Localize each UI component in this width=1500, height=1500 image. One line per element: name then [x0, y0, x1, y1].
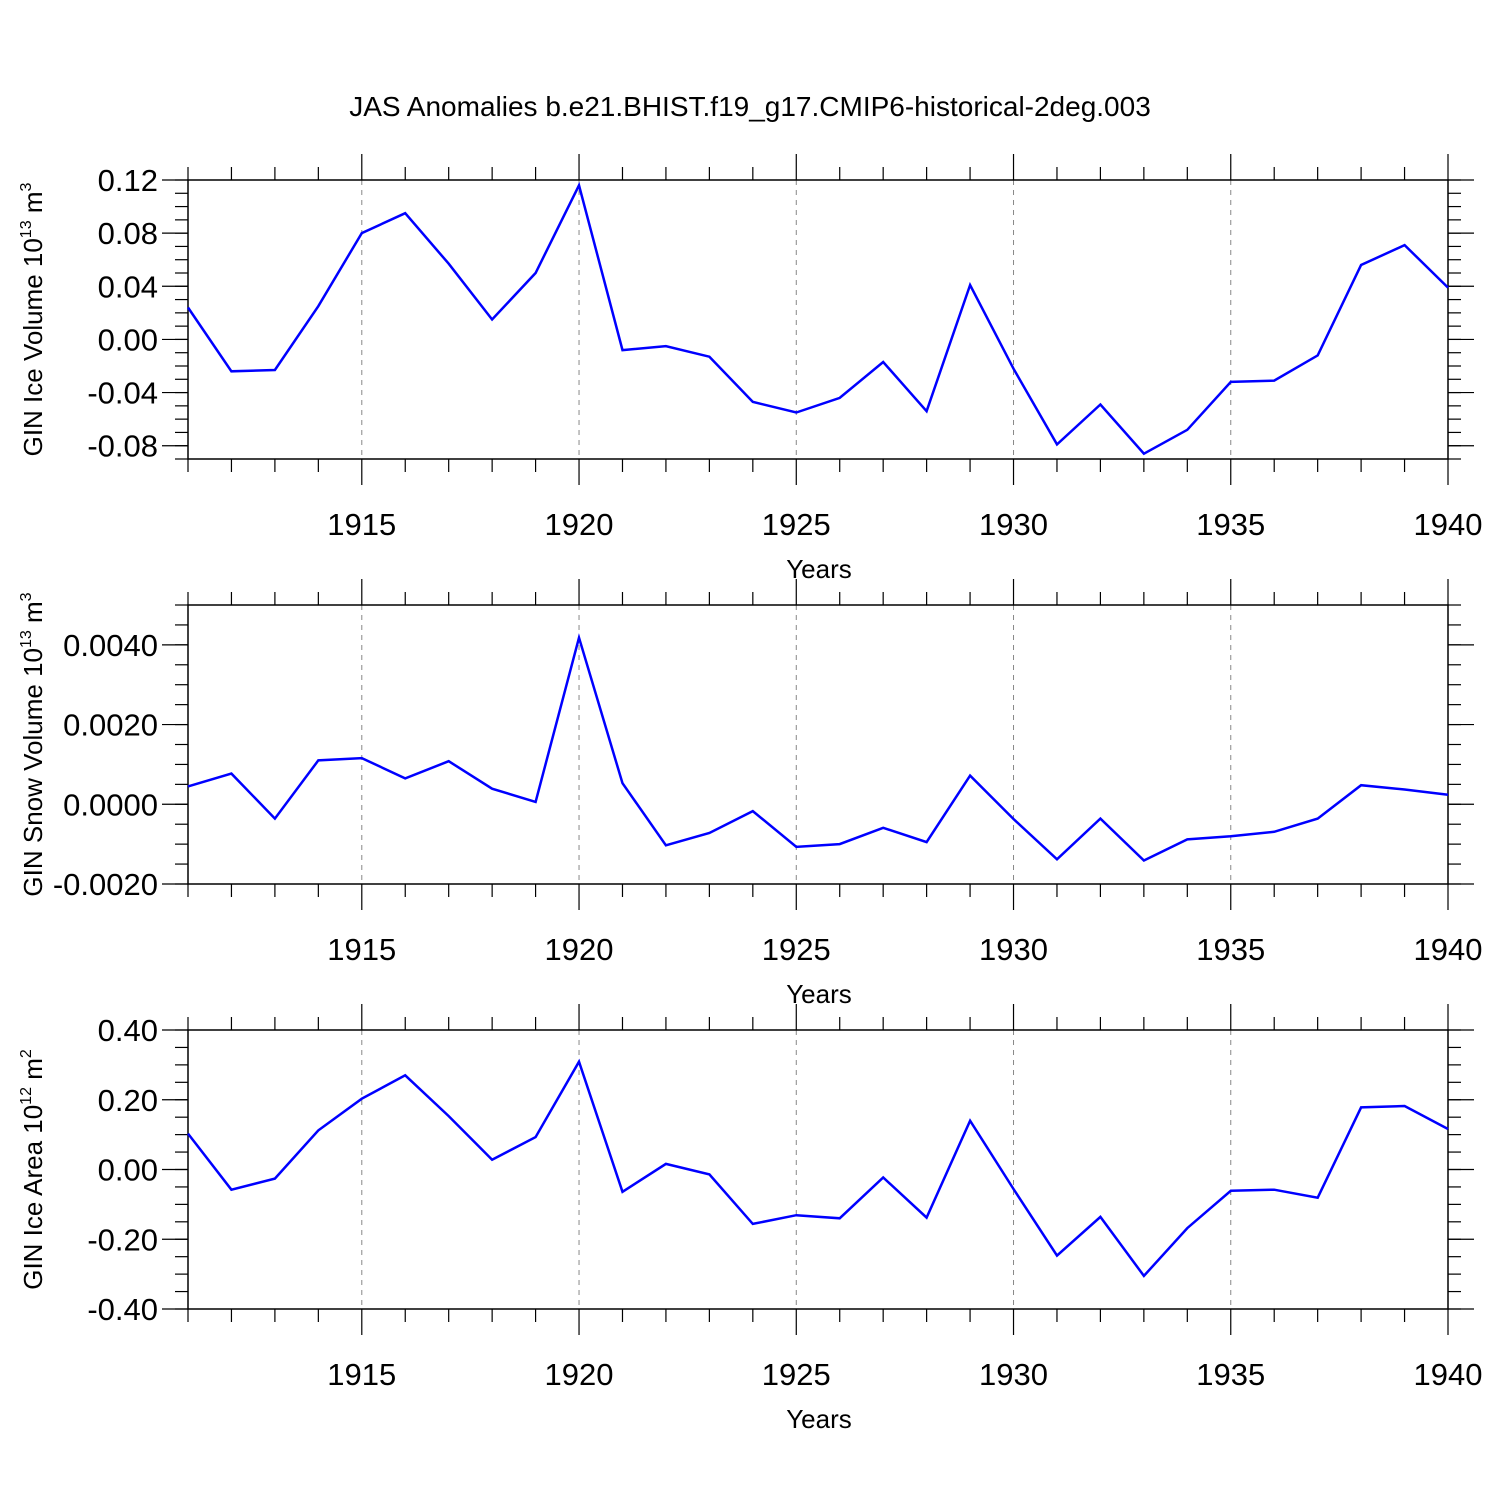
x-axis-label: Years [786, 554, 852, 584]
y-tick-label: -0.20 [87, 1222, 158, 1257]
y-axis-label-exponent: 13 [18, 220, 35, 238]
x-tick-label: 1940 [1414, 1357, 1483, 1392]
x-tick-label: 1930 [979, 1357, 1048, 1392]
y-tick-label: -0.04 [87, 376, 158, 411]
y-tick-label: 0.0040 [63, 628, 158, 663]
series-line [187, 1058, 1449, 1278]
y-tick-label: -0.0020 [53, 867, 158, 902]
x-tick-label: 1940 [1414, 507, 1483, 542]
y-axis-label-exponent: 13 [18, 630, 35, 648]
y-axis-label-unit: m [18, 191, 48, 220]
y-axis-label-unit-exponent: 2 [18, 1049, 35, 1058]
y-axis-label-unit: m [18, 601, 48, 630]
x-tick-label: 1920 [545, 932, 614, 967]
series-line [187, 633, 1449, 863]
y-axis-label-unit-exponent: 3 [18, 182, 35, 191]
y-axis-label-exponent: 12 [18, 1087, 35, 1105]
y-tick-label: 0.00 [98, 1153, 158, 1188]
y-tick-label: -0.08 [87, 429, 158, 464]
x-axis-label: Years [786, 979, 852, 1009]
x-tick-label: 1920 [545, 507, 614, 542]
y-axis-label: GIN Ice Area 1012 m2 [18, 1049, 48, 1290]
y-axis-label-text: GIN Snow Volume 10 [18, 648, 48, 897]
y-tick-label: 0.04 [98, 269, 158, 304]
plot-frame [187, 1029, 1449, 1310]
x-tick-label: 1915 [327, 1357, 396, 1392]
chart-title: JAS Anomalies b.e21.BHIST.f19_g17.CMIP6-… [349, 91, 1151, 122]
x-tick-label: 1935 [1196, 507, 1265, 542]
x-tick-label: 1915 [327, 507, 396, 542]
y-axis-label-unit: m [18, 1058, 48, 1087]
x-tick-label: 1925 [762, 1357, 831, 1392]
plot-frame [187, 179, 1449, 460]
x-tick-label: 1925 [762, 932, 831, 967]
x-tick-label: 1935 [1196, 932, 1265, 967]
x-tick-label: 1940 [1414, 932, 1483, 967]
y-axis-label-text: GIN Ice Volume 10 [18, 238, 48, 456]
x-tick-label: 1915 [327, 932, 396, 967]
series-line [186, 181, 1449, 456]
y-tick-label: 0.12 [98, 163, 158, 198]
panel-2: 0.0040 0.0020 0.0000 -0.0020 1915 1920 1925 193… [18, 579, 1482, 1009]
panel-3: 0.40 0.20 0.00 -0.20 -0.40 1915 1920 1925 1930 19… [18, 1004, 1482, 1434]
x-tick-label: 1930 [979, 507, 1048, 542]
y-axis-label: GIN Ice Volume 1013 m3 [18, 182, 48, 456]
x-tick-label: 1925 [762, 507, 831, 542]
x-tick-label: 1930 [979, 932, 1048, 967]
y-tick-label: 0.40 [98, 1013, 158, 1048]
plot-frame [187, 604, 1449, 885]
y-tick-label: -0.40 [87, 1292, 158, 1327]
y-axis-label-unit-exponent: 3 [18, 592, 35, 601]
panel-1: 0.12 0.08 0.04 0.00 -0.04 -0.08 1915 1920 1925 19… [18, 154, 1482, 584]
y-tick-label: 0.0020 [63, 708, 158, 743]
x-tick-label: 1935 [1196, 1357, 1265, 1392]
x-tick-label: 1920 [545, 1357, 614, 1392]
y-axis-label-text: GIN Ice Area 10 [18, 1105, 48, 1290]
y-axis-label: GIN Snow Volume 1013 m3 [18, 592, 48, 896]
y-tick-label: 0.08 [98, 216, 158, 251]
x-axis-label: Years [786, 1404, 852, 1434]
y-tick-label: 0.20 [98, 1083, 158, 1118]
y-tick-label: 0.0000 [63, 787, 158, 822]
y-tick-label: 0.00 [98, 322, 158, 357]
